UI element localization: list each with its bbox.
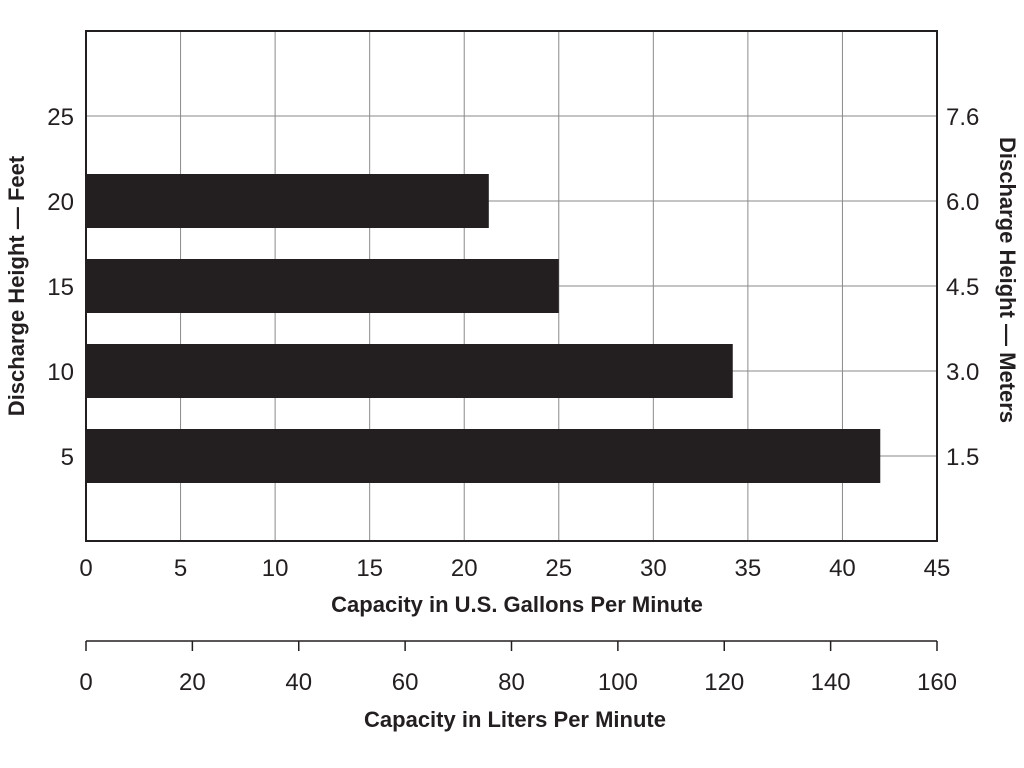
right-y-tick-label: 6.0 [946,189,979,216]
x-tick-label: 45 [924,555,951,582]
x-tick-label: 10 [262,555,289,582]
x-tick-label: 30 [640,555,667,582]
left-y-axis-title: Discharge Height — Feet [4,155,29,416]
x-tick-label: 40 [829,555,856,582]
left-y-tick-label: 10 [47,359,74,386]
right-y-tick-label: 3.0 [946,359,979,386]
x-tick-labels: 0 5 10 15 20 25 30 35 40 45 [79,555,950,582]
left-y-tick-label: 5 [61,444,74,471]
liters-tick-label: 80 [498,669,525,696]
x-tick-label: 15 [356,555,383,582]
bar-20-ft [86,174,489,228]
bars [86,174,881,483]
liters-axis: 0 20 40 60 80 100 120 140 160 [79,640,957,696]
liters-tick-label: 100 [598,669,638,696]
liters-tick-label: 160 [917,669,957,696]
left-y-tick-labels: 5 10 15 20 25 [47,104,74,471]
left-y-tick-label: 25 [47,104,74,131]
liters-tick-label: 0 [79,669,92,696]
liters-tick-label: 40 [285,669,312,696]
bar-15-ft [86,259,559,313]
x-tick-label: 20 [451,555,478,582]
liters-tick-label: 20 [179,669,206,696]
bar-5-ft [86,429,881,483]
right-y-axis-title: Discharge Height — Meters [995,137,1020,423]
liters-tick-label: 120 [704,669,744,696]
liters-tick-label: 60 [392,669,419,696]
plot-frame [85,30,938,542]
liters-axis-title: Capacity in Liters Per Minute [364,707,666,732]
right-y-tick-label: 4.5 [946,274,979,301]
x-tick-label: 0 [79,555,92,582]
x-tick-label: 25 [545,555,572,582]
right-y-tick-label: 7.6 [946,104,979,131]
right-y-tick-label: 1.5 [946,444,979,471]
x-axis-title: Capacity in U.S. Gallons Per Minute [331,592,703,617]
left-y-tick-label: 15 [47,274,74,301]
x-tick-label: 35 [735,555,762,582]
bar-10-ft [86,344,733,398]
right-y-tick-labels: 1.5 3.0 4.5 6.0 7.6 [946,104,979,471]
x-tick-label: 5 [174,555,187,582]
liters-tick-label: 140 [811,669,851,696]
left-y-tick-label: 20 [47,189,74,216]
